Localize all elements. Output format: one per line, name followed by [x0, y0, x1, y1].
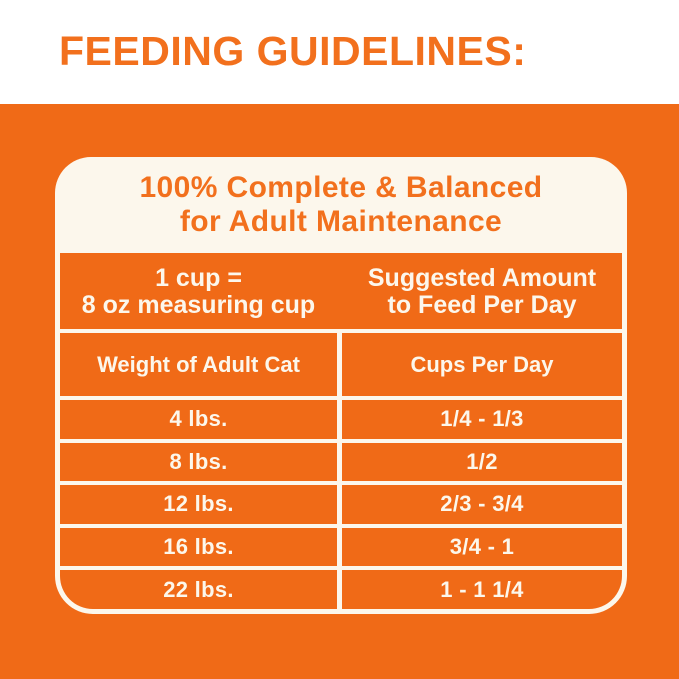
card-title-line2: for Adult Maintenance: [179, 205, 503, 238]
header-suggested-amount-line1: Suggested Amount: [367, 264, 597, 292]
column-divider: [337, 570, 342, 609]
page-title: FEEDING GUIDELINES:: [59, 28, 527, 74]
table-header-row: 1 cup = 8 oz measuring cup Suggested Amo…: [60, 253, 622, 329]
header-cup-measure-line1: 1 cup =: [155, 264, 242, 292]
weight-cell: 8 lbs.: [169, 448, 228, 474]
table-row: 16 lbs. 3/4 - 1: [60, 523, 622, 567]
cups-cell: 1/4 - 1/3: [440, 406, 524, 432]
column-divider: [337, 400, 342, 439]
column-divider: [337, 485, 342, 524]
table-row: 8 lbs. 1/2: [60, 438, 622, 482]
column-divider: [337, 527, 342, 567]
weight-cell: 4 lbs.: [169, 406, 228, 432]
subheader-weight: Weight of Adult Cat: [97, 351, 300, 377]
table-subheader-row: Weight of Adult Cat Cups Per Day: [60, 329, 622, 396]
header-suggested-amount: Suggested Amount to Feed Per Day: [342, 255, 622, 329]
header-suggested-amount-line2: to Feed Per Day: [387, 291, 577, 319]
cups-cell: 3/4 - 1: [449, 534, 515, 560]
subheader-cups: Cups Per Day: [410, 351, 554, 377]
feeding-table: 1 cup = 8 oz measuring cup Suggested Amo…: [55, 253, 627, 614]
cups-cell: 1 - 1 1/4: [440, 576, 524, 602]
cups-cell: 1/2: [466, 448, 498, 474]
guidelines-card: 100% Complete & Balanced for Adult Maint…: [55, 157, 627, 253]
weight-cell: 22 lbs.: [163, 576, 234, 602]
weight-cell: 16 lbs.: [163, 534, 234, 560]
cups-cell: 2/3 - 3/4: [440, 491, 524, 517]
column-divider: [337, 442, 342, 482]
card-title-line1: 100% Complete & Balanced: [139, 171, 543, 204]
column-divider: [337, 333, 342, 396]
table-row: 22 lbs. 1 - 1 1/4: [60, 566, 622, 609]
weight-cell: 12 lbs.: [163, 491, 234, 517]
header-cup-measure-line2: 8 oz measuring cup: [81, 291, 316, 319]
table-row: 4 lbs. 1/4 - 1/3: [60, 396, 622, 439]
header-cup-measure: 1 cup = 8 oz measuring cup: [60, 255, 337, 329]
table-row: 12 lbs. 2/3 - 3/4: [60, 481, 622, 524]
